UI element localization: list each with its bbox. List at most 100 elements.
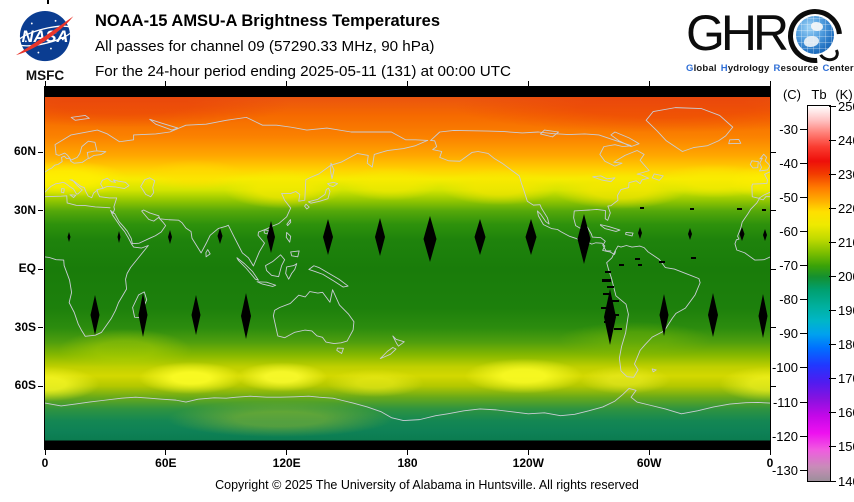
ghrc-wordmark: GHR [686, 0, 854, 75]
kelvin-tick-label: 160 [838, 405, 854, 421]
x-tick-bottom [527, 450, 529, 455]
y-tick-left [38, 210, 43, 211]
x-axis-label: 0 [766, 456, 774, 470]
orbit-gap-dash [609, 300, 619, 302]
orbit-gap-diamond [267, 221, 275, 253]
orbit-gap-diamond [138, 293, 148, 337]
x-tick-bottom [648, 450, 650, 455]
kelvin-tick [829, 344, 836, 346]
y-tick-left [38, 268, 43, 270]
x-axis-label: 60E [155, 456, 177, 470]
orbit-gap-diamond [241, 293, 251, 339]
y-axis-label: EQ [18, 261, 36, 275]
celsius-tick-label: -90 [779, 326, 798, 342]
x-tick-bottom [44, 450, 46, 455]
kelvin-tick-label: 170 [838, 371, 854, 387]
orbit-gap-diamond [638, 227, 642, 239]
orbit-gap-dash [603, 293, 609, 295]
orbit-gap-dash [659, 261, 665, 263]
orbit-gap-diamond [423, 216, 437, 262]
orbit-gap-diamond [604, 289, 616, 345]
orbit-gap-diamond [474, 219, 486, 255]
orbit-gap-dash [691, 257, 696, 259]
y-axis-label: 30N [13, 202, 36, 217]
celsius-tick-label: -60 [779, 224, 798, 240]
kelvin-tick-label: 200 [838, 268, 854, 284]
orbit-gap-diamond [763, 229, 767, 241]
celsius-tick-label: -30 [779, 121, 798, 137]
kelvin-tick-label: 140 [838, 473, 854, 489]
brightness-temperature-map [44, 86, 771, 450]
celsius-tick [800, 265, 807, 267]
kelvin-tick [829, 310, 836, 312]
y-axis-label: 60S [14, 378, 36, 392]
orbit-gap-diamond [659, 294, 669, 336]
kelvin-tick-label: 240 [838, 132, 854, 148]
x-axis-label: 120E [272, 456, 301, 470]
orbit-gap-diamond [525, 219, 537, 255]
celsius-tick-label: -40 [779, 155, 798, 171]
kelvin-tick [829, 378, 836, 380]
celsius-tick [800, 435, 807, 437]
x-tick-bottom [286, 450, 288, 455]
y-tick-left [38, 385, 43, 387]
ghrc-globe-icon [777, 0, 854, 75]
celsius-tick-label: -120 [771, 428, 798, 444]
orbit-gap-diamond [577, 214, 591, 264]
celsius-tick [800, 401, 807, 403]
orbit-gap-dash [619, 264, 624, 266]
kelvin-tick-label: 230 [838, 166, 854, 182]
orbit-gap-diamond [217, 228, 223, 244]
orbit-gap-dash [602, 279, 611, 282]
orbit-gap-diamond [739, 227, 745, 241]
kelvin-tick-label: 180 [838, 337, 854, 353]
y-tick-right [771, 210, 776, 211]
kelvin-tick-label: 190 [838, 303, 854, 319]
celsius-tick [800, 231, 807, 233]
colorbar-tb-header: Tb [811, 87, 827, 102]
x-tick-bottom [407, 450, 408, 455]
celsius-tick-label: -70 [779, 258, 798, 274]
orbit-gap-diamond [375, 218, 385, 256]
celsius-tick-label: -50 [779, 190, 798, 206]
header-titles: NOAA-15 AMSU-A Brightness Temperatures A… [95, 9, 511, 84]
kelvin-tick [829, 207, 836, 209]
orbit-gap-diamond [117, 231, 121, 243]
orbit-gap-diamond [758, 294, 768, 338]
registration-mark [47, 0, 49, 4]
colorbar [807, 105, 831, 482]
x-tick-top [44, 81, 46, 86]
nasa-logo-icon: NASA [15, 10, 74, 62]
orbit-gap-marks [67, 207, 768, 345]
kelvin-tick-label: 250 [838, 98, 854, 114]
orbit-gap-dash [638, 264, 642, 266]
ghrc-logo: GHR Global Hydrology Resource Center [686, 0, 854, 78]
y-tick-left [38, 151, 43, 153]
colorbar-kelvin-header: (K) [835, 87, 853, 102]
channel-subtitle: All passes for channel 09 (57290.33 MHz,… [95, 38, 435, 55]
x-tick-top [769, 81, 771, 86]
msfc-label: MSFC [25, 68, 65, 83]
celsius-tick-label: -110 [772, 394, 798, 410]
orbit-gap-diamond [191, 295, 201, 335]
celsius-tick-label: -80 [779, 292, 798, 308]
celsius-tick [800, 469, 807, 471]
celsius-tick [800, 367, 807, 369]
page-title: NOAA-15 AMSU-A Brightness Temperatures [95, 12, 441, 30]
orbit-gap-dash [601, 307, 608, 309]
x-axis-label: 180 [397, 456, 418, 470]
x-axis-label: 60W [636, 456, 662, 470]
x-tick-top [407, 81, 408, 86]
orbit-gap-dash [607, 286, 614, 288]
period-subtitle: For the 24-hour period ending 2025-05-11… [95, 63, 511, 80]
orbit-gap-dash [614, 328, 622, 330]
copyright-text: Copyright © 2025 The University of Alaba… [215, 478, 639, 492]
orbit-gap-diamond [168, 230, 172, 244]
orbit-gap-diamond [90, 295, 100, 335]
orbit-gap-diamond [688, 228, 692, 240]
kelvin-tick-label: 150 [838, 439, 854, 455]
kelvin-tick [829, 241, 836, 243]
y-tick-right [771, 385, 776, 387]
orbit-gap-diamond [708, 293, 718, 337]
